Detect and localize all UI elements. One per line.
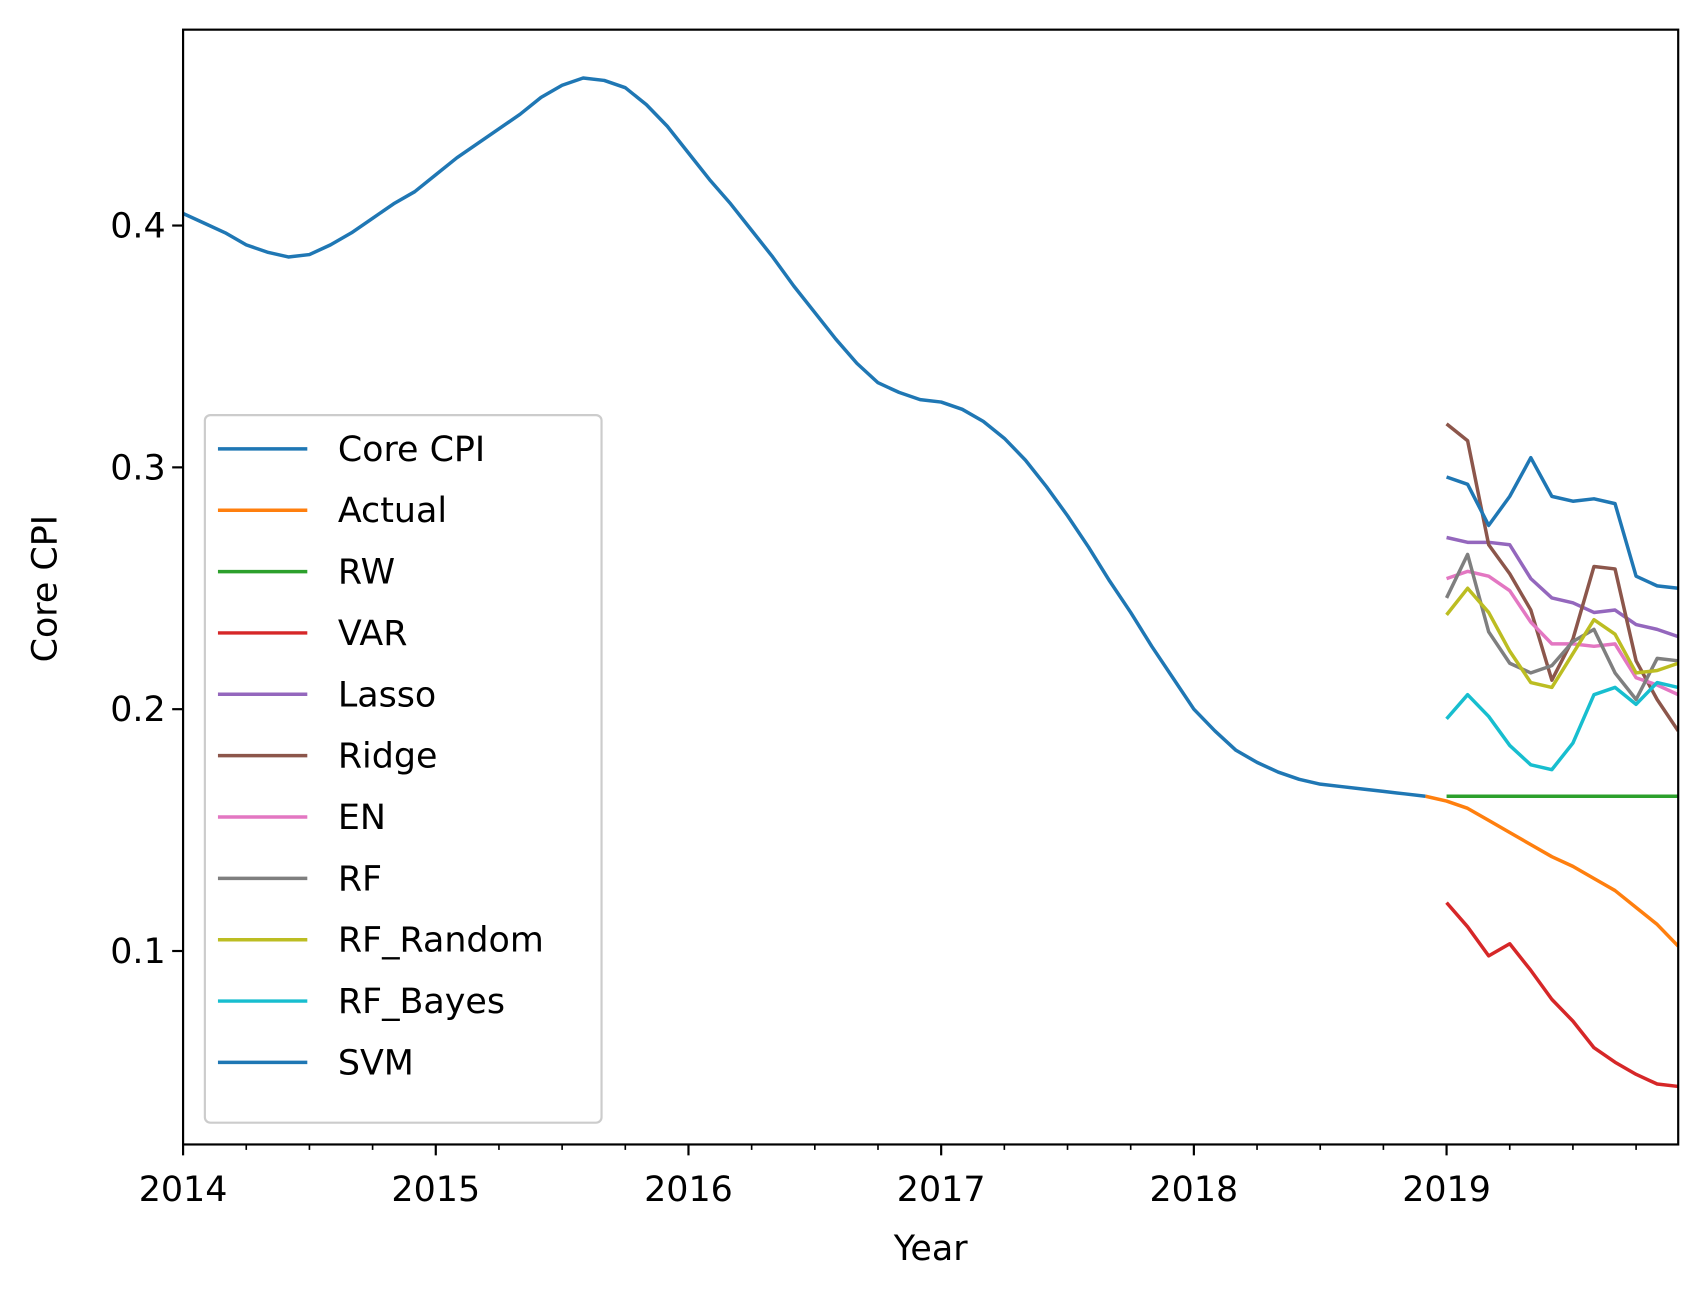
x-tick-label: 2019 [1402,1170,1491,1210]
legend-label: RW [338,553,395,593]
series-line [1446,535,1679,639]
legend-box [203,414,603,1124]
x-axis-label: Year [893,1229,968,1269]
legend-label: RF_Bayes [338,982,505,1022]
legend-label: SVM [338,1043,414,1083]
legend-label: Actual [338,491,447,531]
plot-lines [183,76,1679,1089]
x-tick-label: 2015 [391,1170,480,1210]
legend-label: Lasso [338,675,436,715]
x-tick-label: 2018 [1150,1170,1239,1210]
series-line [1425,794,1679,948]
x-tick-label: 2016 [644,1170,733,1210]
legend-label: RF_Random [338,921,544,961]
series-line [1444,552,1679,702]
series-line [1445,422,1679,732]
legend-label: Core CPI [338,430,485,470]
series-line [1446,455,1679,591]
series-line [1445,586,1679,690]
series-line [183,76,1426,798]
y-tick-label: 0.1 [110,932,165,972]
legend-label: VAR [338,614,408,654]
legend-label: EN [338,798,386,838]
legend-label: Ridge [338,737,438,777]
legend-label: RF [338,859,382,899]
x-tick-label: 2014 [139,1170,228,1210]
y-axis-label: Core CPI [26,515,66,662]
series-line [1446,569,1679,697]
y-tick-label: 0.4 [110,207,165,247]
x-tick-label: 2017 [897,1170,986,1210]
series-line [1445,680,1679,772]
y-tick-label: 0.2 [110,690,165,730]
series-line [1445,901,1679,1089]
y-tick-label: 0.3 [110,448,165,488]
plot-frame [181,28,1680,1146]
